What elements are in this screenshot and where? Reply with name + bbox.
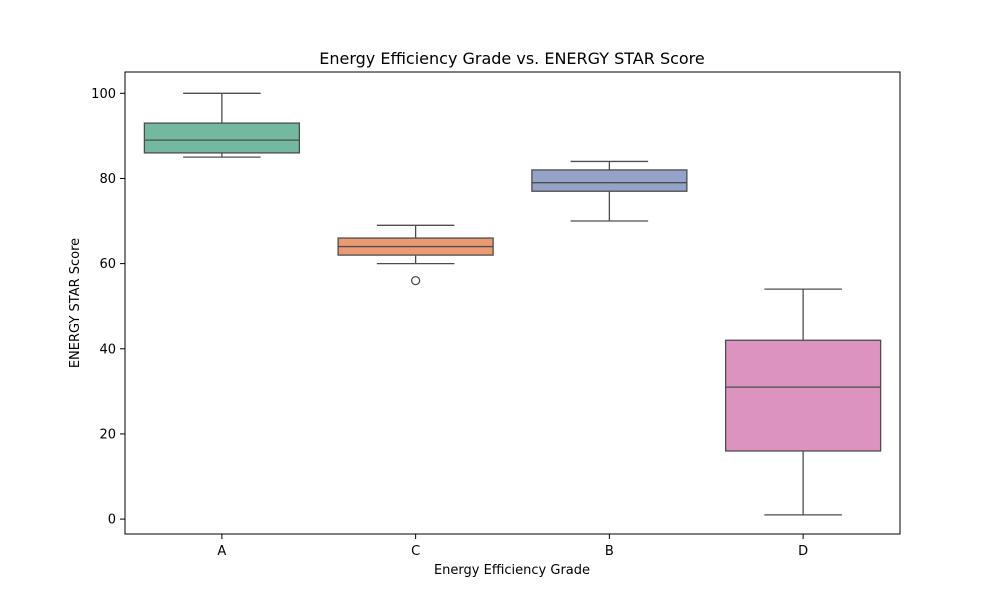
outlier-point [410, 275, 421, 286]
y-axis-label: ENERGY STAR Score [68, 238, 83, 368]
x-tick-label: A [217, 544, 226, 559]
x-axis-label: Energy Efficiency Grade [434, 563, 590, 578]
box-D [724, 288, 882, 516]
plot-area [143, 92, 882, 516]
iqr-box [531, 169, 688, 192]
plot-frame [124, 71, 901, 535]
x-tick-label: B [605, 544, 614, 559]
y-tick-label: 80 [99, 172, 116, 187]
iqr-box [724, 339, 882, 452]
box-A [143, 92, 301, 158]
x-tick-label: C [411, 544, 420, 559]
y-axis: 0 20 40 60 80 100 [91, 87, 125, 528]
chart-title: Energy Efficiency Grade vs. ENERGY STAR … [319, 49, 705, 68]
y-tick-label: 60 [99, 257, 116, 272]
y-tick-label: 40 [99, 342, 116, 357]
iqr-box [143, 122, 301, 154]
y-tick-label: 20 [99, 427, 116, 442]
box-C [337, 224, 494, 286]
box-B [531, 160, 688, 222]
y-tick-label: 100 [91, 87, 116, 102]
y-tick-label: 0 [108, 513, 116, 528]
x-tick-label: D [798, 544, 808, 559]
